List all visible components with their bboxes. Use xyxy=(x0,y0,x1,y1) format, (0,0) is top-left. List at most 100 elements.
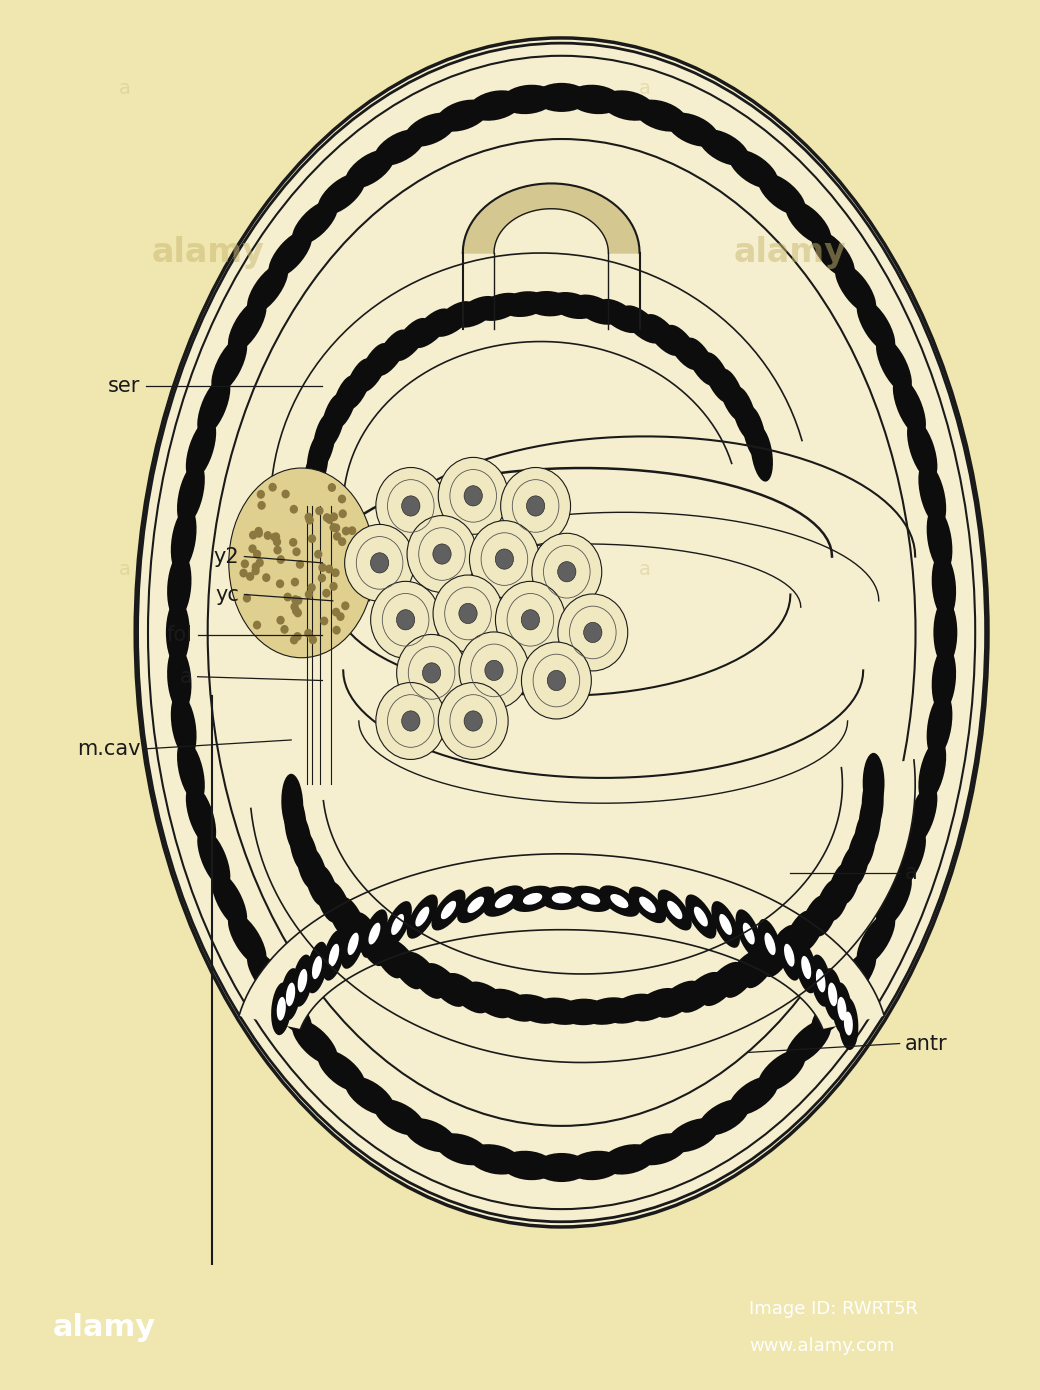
Ellipse shape xyxy=(601,90,655,121)
Ellipse shape xyxy=(405,952,443,999)
Ellipse shape xyxy=(292,606,301,616)
Ellipse shape xyxy=(306,941,329,994)
Ellipse shape xyxy=(568,85,622,114)
Ellipse shape xyxy=(729,1076,778,1116)
Ellipse shape xyxy=(339,509,347,518)
Ellipse shape xyxy=(477,293,523,321)
Ellipse shape xyxy=(249,545,257,553)
Ellipse shape xyxy=(832,983,852,1036)
Ellipse shape xyxy=(344,524,415,602)
Ellipse shape xyxy=(228,299,266,353)
Ellipse shape xyxy=(629,887,666,923)
Text: ser: ser xyxy=(108,375,140,396)
Ellipse shape xyxy=(758,1049,806,1093)
Ellipse shape xyxy=(459,632,529,709)
Ellipse shape xyxy=(289,812,312,872)
Ellipse shape xyxy=(262,573,270,582)
Ellipse shape xyxy=(295,830,319,890)
Ellipse shape xyxy=(291,578,300,587)
Ellipse shape xyxy=(332,524,340,532)
Ellipse shape xyxy=(523,892,542,905)
Ellipse shape xyxy=(531,534,602,610)
Ellipse shape xyxy=(837,845,862,905)
Ellipse shape xyxy=(272,538,281,546)
Ellipse shape xyxy=(729,149,778,189)
Ellipse shape xyxy=(433,575,503,652)
Polygon shape xyxy=(251,760,915,1062)
Ellipse shape xyxy=(228,912,266,966)
Ellipse shape xyxy=(375,467,446,545)
Ellipse shape xyxy=(438,682,509,759)
Ellipse shape xyxy=(876,872,912,929)
Ellipse shape xyxy=(331,375,358,428)
Ellipse shape xyxy=(932,646,956,712)
Ellipse shape xyxy=(631,988,679,1022)
Ellipse shape xyxy=(271,983,291,1036)
Ellipse shape xyxy=(314,865,340,923)
Ellipse shape xyxy=(521,610,540,630)
Ellipse shape xyxy=(813,880,840,937)
Ellipse shape xyxy=(735,909,762,958)
Ellipse shape xyxy=(512,885,554,912)
Ellipse shape xyxy=(361,909,388,958)
Ellipse shape xyxy=(599,885,640,917)
Ellipse shape xyxy=(857,299,895,353)
Ellipse shape xyxy=(847,827,870,887)
Ellipse shape xyxy=(186,418,216,481)
Ellipse shape xyxy=(396,610,415,630)
Ellipse shape xyxy=(171,694,197,758)
Ellipse shape xyxy=(601,1144,655,1175)
Ellipse shape xyxy=(893,377,926,436)
Ellipse shape xyxy=(277,997,286,1020)
Ellipse shape xyxy=(598,299,641,334)
Ellipse shape xyxy=(799,895,828,951)
Ellipse shape xyxy=(711,901,739,948)
Ellipse shape xyxy=(345,1076,394,1116)
Ellipse shape xyxy=(467,897,485,913)
Ellipse shape xyxy=(581,892,600,905)
Ellipse shape xyxy=(322,930,345,981)
Ellipse shape xyxy=(326,516,334,524)
Ellipse shape xyxy=(703,352,732,403)
Ellipse shape xyxy=(392,318,428,361)
Ellipse shape xyxy=(918,463,946,525)
Ellipse shape xyxy=(135,38,988,1227)
Ellipse shape xyxy=(396,634,467,712)
Ellipse shape xyxy=(332,569,340,577)
Text: www.alamy.com: www.alamy.com xyxy=(749,1337,894,1355)
Ellipse shape xyxy=(535,83,589,113)
Ellipse shape xyxy=(343,359,372,410)
Ellipse shape xyxy=(330,523,338,532)
Ellipse shape xyxy=(345,149,394,189)
Ellipse shape xyxy=(368,923,381,945)
Ellipse shape xyxy=(177,463,205,525)
Ellipse shape xyxy=(292,955,313,1006)
Ellipse shape xyxy=(401,496,420,516)
Ellipse shape xyxy=(320,393,345,448)
Text: y2: y2 xyxy=(213,546,239,567)
Ellipse shape xyxy=(246,263,288,314)
Ellipse shape xyxy=(252,563,260,571)
Ellipse shape xyxy=(634,100,687,132)
Ellipse shape xyxy=(355,562,363,570)
Ellipse shape xyxy=(342,527,350,535)
Ellipse shape xyxy=(826,863,852,920)
Ellipse shape xyxy=(292,548,301,556)
Ellipse shape xyxy=(186,784,216,847)
Ellipse shape xyxy=(610,894,628,908)
Ellipse shape xyxy=(634,1133,687,1165)
Ellipse shape xyxy=(240,559,249,569)
Ellipse shape xyxy=(271,532,280,541)
Ellipse shape xyxy=(549,292,596,320)
Ellipse shape xyxy=(242,594,251,602)
Ellipse shape xyxy=(835,951,877,1002)
Ellipse shape xyxy=(319,560,344,616)
Polygon shape xyxy=(148,56,976,1209)
Ellipse shape xyxy=(338,495,346,503)
Ellipse shape xyxy=(280,969,301,1020)
Ellipse shape xyxy=(253,549,261,559)
Ellipse shape xyxy=(290,602,298,612)
Ellipse shape xyxy=(405,113,457,147)
Ellipse shape xyxy=(785,200,831,245)
Ellipse shape xyxy=(293,609,302,617)
